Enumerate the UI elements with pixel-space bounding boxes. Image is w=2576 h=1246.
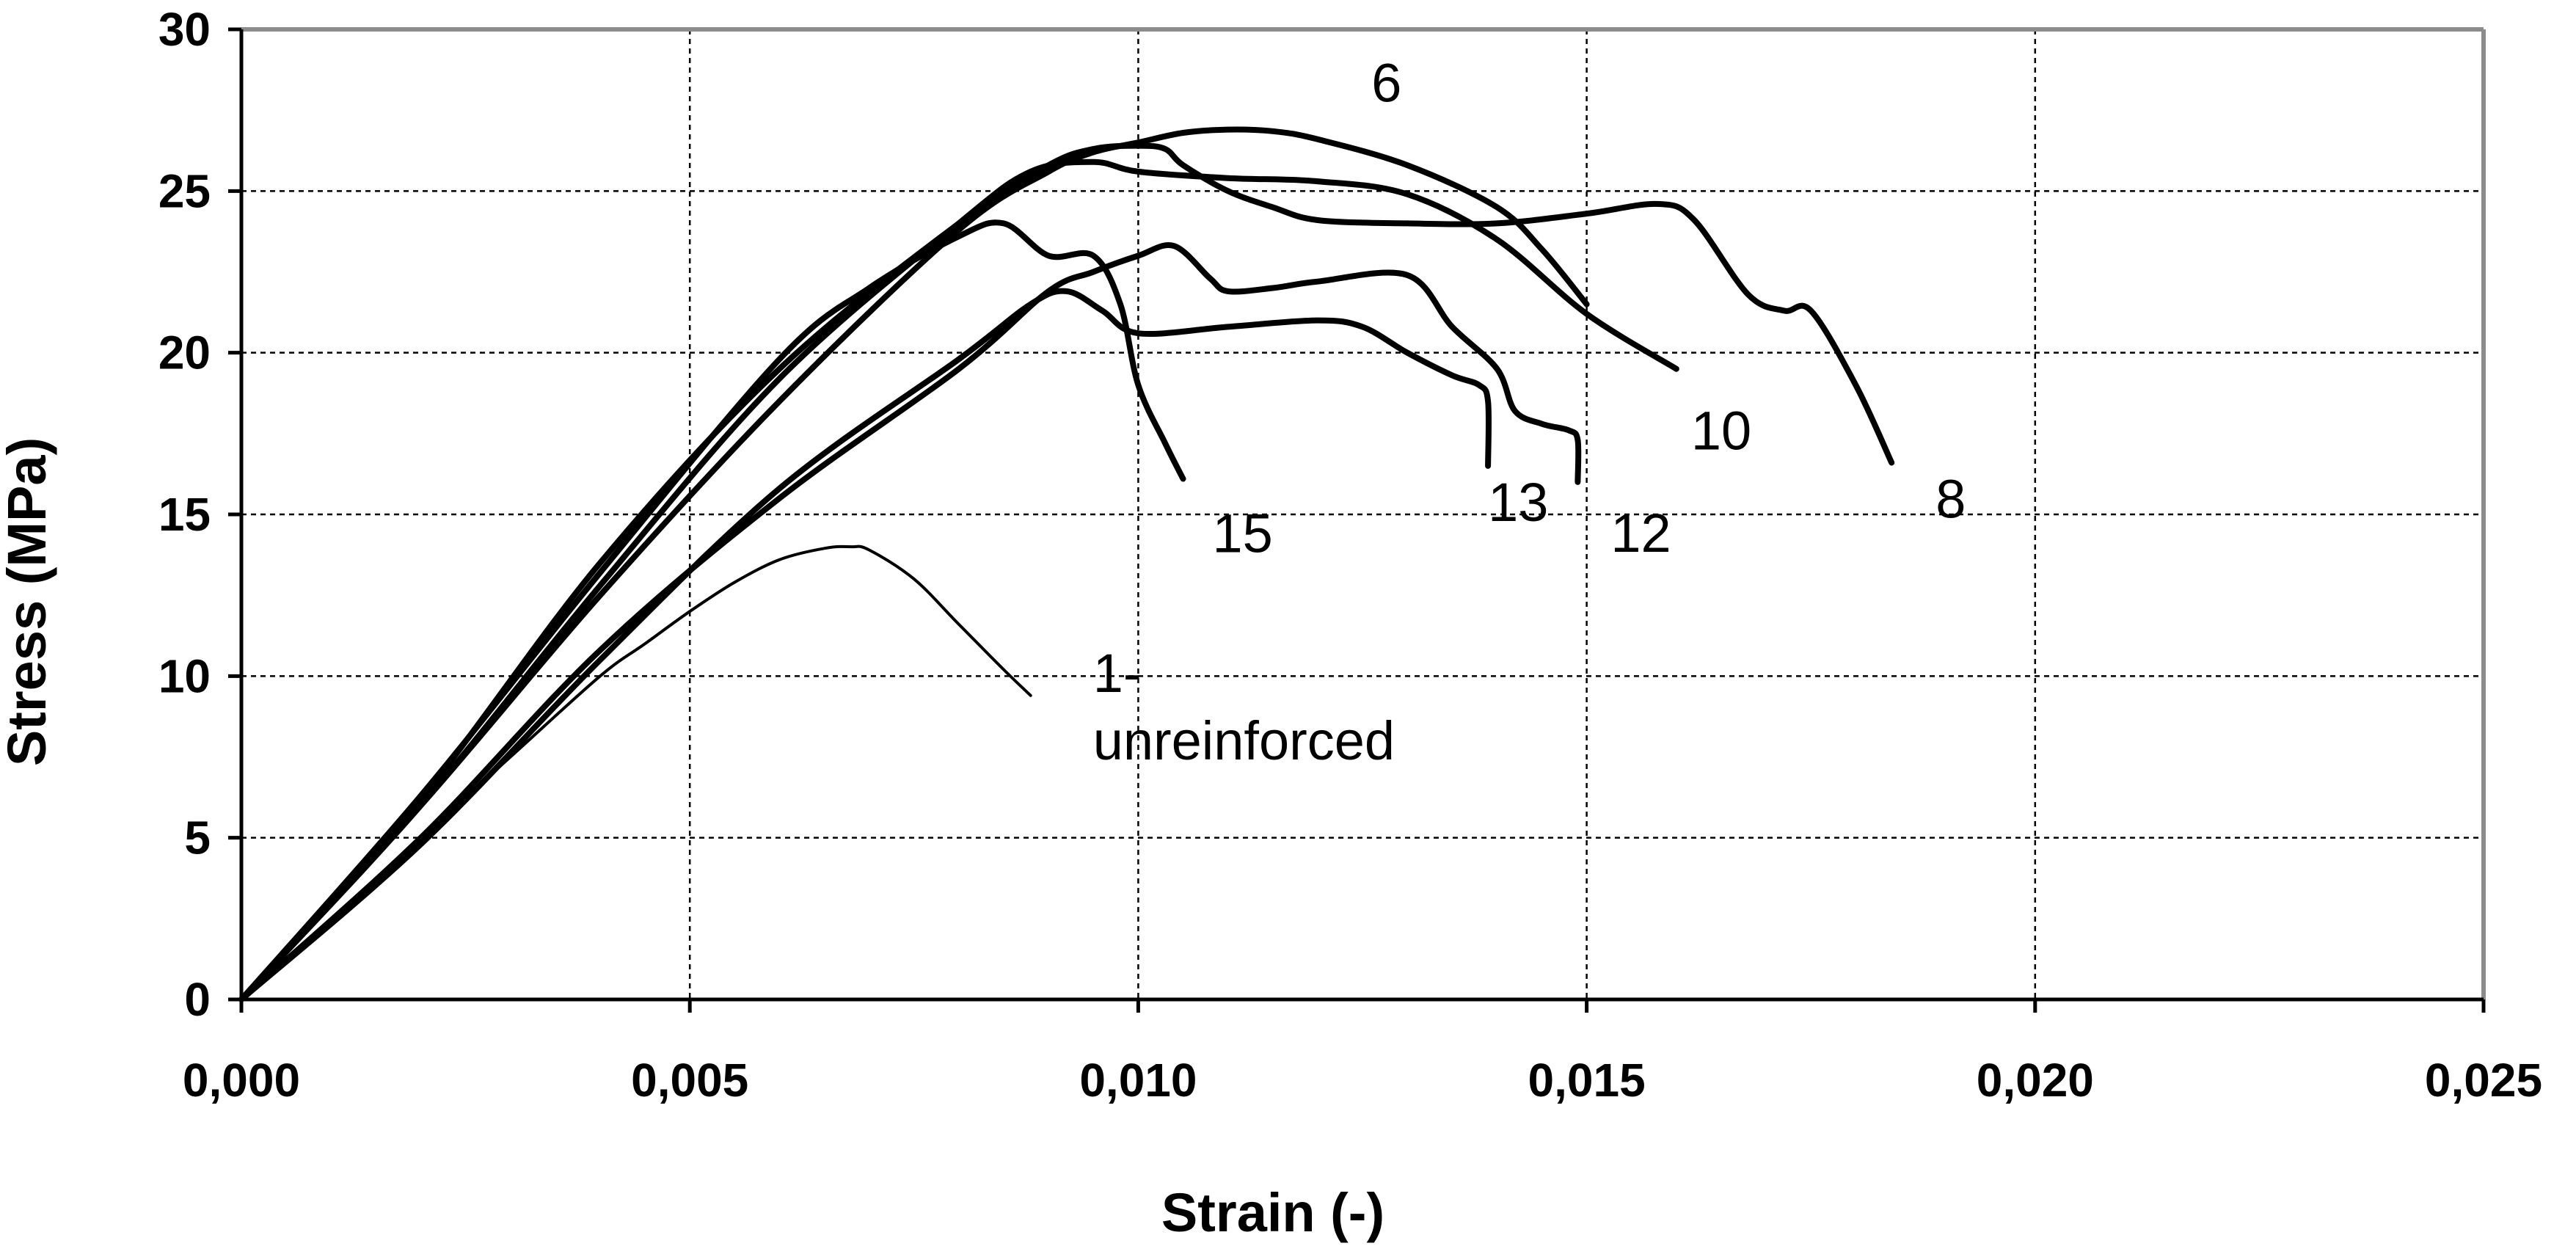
y-tick-label: 15	[158, 488, 211, 541]
series-label-line: unreinforced	[1093, 710, 1395, 771]
series-line-13	[238, 288, 1492, 1002]
series-label-10: 10	[1691, 401, 1751, 462]
series-label-line: 10	[1691, 401, 1751, 462]
series-line-8	[238, 142, 1895, 1002]
y-tick-label: 5	[184, 812, 211, 864]
y-axis-title: Stress (MPa)	[0, 437, 57, 766]
y-tick-label: 0	[184, 973, 211, 1026]
series-label-line: 8	[1935, 468, 1966, 529]
x-axis-title: Strain (-)	[1161, 1182, 1384, 1243]
x-tick-label: 0,025	[2425, 1054, 2542, 1107]
series-label-6: 6	[1371, 53, 1401, 114]
series-label-12: 12	[1610, 503, 1671, 564]
series-label-15: 15	[1213, 503, 1273, 564]
series-label-layer: 1-unreinforced 6 8 10 12 13 15	[1093, 53, 1966, 771]
grid-layer	[241, 29, 2484, 999]
x-tick-label: 0,010	[1079, 1054, 1197, 1107]
series-label-line: 13	[1488, 472, 1548, 533]
x-tick-label: 0,020	[1977, 1054, 2094, 1107]
x-tick-label: 0,005	[631, 1054, 748, 1107]
x-tick-label: 0,015	[1528, 1054, 1646, 1107]
series-layer	[238, 126, 1895, 1002]
y-tick-label: 10	[158, 649, 211, 702]
series-label-13: 13	[1488, 472, 1548, 533]
series-line-6	[238, 126, 1590, 1002]
series-label-line: 6	[1371, 53, 1401, 114]
series-line-10	[238, 159, 1679, 1002]
tick-label-layer: 0 5 10 15 20 25 30 0,000 0,005 0,010 0,015 0,020 0,0…	[158, 3, 2542, 1107]
series-label-line: 1-	[1093, 643, 1142, 704]
axis-layer	[228, 27, 2486, 1013]
series-label-1-unreinforced: 1-unreinforced	[1093, 643, 1395, 771]
x-tick-label: 0,000	[183, 1054, 300, 1107]
series-label-line: 15	[1213, 503, 1273, 564]
series-line-12	[238, 242, 1582, 1002]
series-label-line: 12	[1610, 503, 1671, 564]
y-tick-label: 20	[158, 327, 211, 379]
series-label-8: 8	[1935, 468, 1966, 529]
y-tick-label: 25	[158, 164, 211, 217]
y-tick-label: 30	[158, 3, 211, 56]
series-line-15	[238, 219, 1186, 1002]
